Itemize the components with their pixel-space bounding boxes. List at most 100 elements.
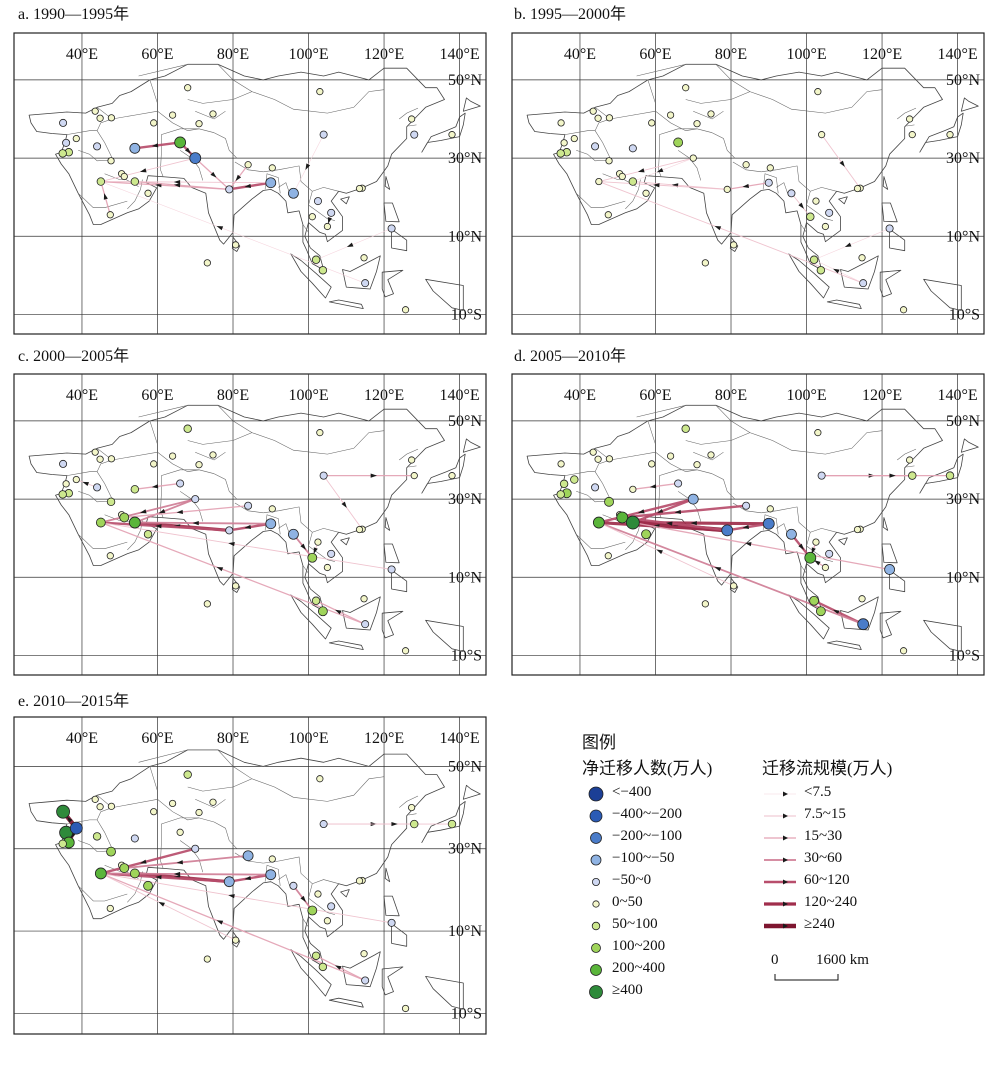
- country-node: [787, 189, 796, 198]
- legend-net-label: <−400: [612, 784, 652, 800]
- country-node: [327, 902, 336, 911]
- coastline: [882, 176, 889, 190]
- legend-net-label: −50~0: [612, 872, 652, 888]
- coastline: [383, 202, 400, 223]
- country-node: [355, 184, 364, 193]
- country-border: [78, 193, 128, 208]
- country-node: [355, 525, 364, 534]
- country-border: [693, 110, 724, 120]
- latitude-label: 10°N: [946, 569, 980, 586]
- flow-line: [100, 181, 366, 284]
- legend-flow-label: 7.5~15: [804, 806, 846, 822]
- country-node: [265, 518, 277, 530]
- flow-arrow: [216, 226, 224, 231]
- country-border: [149, 420, 158, 453]
- flow-arrow: [139, 859, 147, 864]
- country-node: [225, 526, 234, 535]
- country-nodes: [556, 424, 955, 655]
- country-node: [150, 460, 158, 468]
- country-node: [130, 177, 140, 186]
- country-node: [401, 306, 410, 314]
- country-nodes: [58, 424, 456, 655]
- country-node: [821, 222, 830, 231]
- country-border: [66, 471, 90, 476]
- country-node: [119, 512, 130, 523]
- country-border: [647, 79, 656, 112]
- country-border: [399, 107, 419, 120]
- country-border: [89, 107, 113, 131]
- latitude-label: 10°N: [448, 923, 482, 940]
- country-border: [78, 885, 128, 902]
- migration-flows: [598, 134, 890, 284]
- country-border: [408, 465, 417, 468]
- country-border: [308, 532, 336, 562]
- latitude-label: 30°N: [448, 491, 482, 508]
- map-a: 40°E 60°E 80°E 100°E 120°E 140°E 50°N 30°N 10°N 1…: [13, 32, 487, 335]
- country-border: [278, 523, 290, 535]
- country-node: [203, 600, 211, 608]
- legend-symbols: [588, 786, 796, 999]
- country-node: [96, 114, 104, 122]
- country-node: [59, 459, 68, 468]
- country-node: [408, 803, 416, 812]
- coastline: [342, 255, 381, 290]
- country-node: [119, 863, 130, 873]
- country-node: [742, 161, 750, 169]
- latitude-label: 10°N: [448, 228, 482, 245]
- country-border: [636, 64, 883, 114]
- flow-line: [99, 872, 231, 883]
- country-node: [191, 844, 200, 853]
- country-node: [410, 130, 419, 139]
- coastline: [381, 610, 404, 639]
- country-node: [707, 110, 715, 118]
- country-node: [387, 224, 396, 233]
- flow-line: [598, 181, 728, 190]
- longitude-label: 60°E: [141, 387, 173, 404]
- flow-line: [100, 181, 272, 184]
- country-node: [311, 255, 321, 264]
- coastline: [879, 610, 902, 639]
- panel-title-a: a. 1990—1995年: [18, 6, 130, 23]
- flow-arrow: [313, 547, 318, 554]
- country-node: [814, 88, 822, 96]
- flow-line: [133, 521, 272, 525]
- country-border: [78, 534, 128, 549]
- country-node: [307, 552, 318, 563]
- country-border: [138, 405, 385, 455]
- coastline: [923, 619, 962, 652]
- legend-net-symbol: [589, 985, 603, 999]
- country-nodes: [58, 84, 456, 314]
- flow-line: [99, 847, 197, 875]
- flow-arrow: [335, 965, 342, 971]
- country-node: [556, 149, 565, 158]
- longitude-label: 40°E: [564, 387, 596, 404]
- country-border: [161, 469, 215, 476]
- country-node: [94, 867, 107, 880]
- country-node: [812, 538, 820, 546]
- country-node: [311, 951, 321, 960]
- country-border: [161, 817, 215, 825]
- coastline: [526, 404, 943, 612]
- country-node: [701, 259, 709, 267]
- coastline: [421, 453, 466, 494]
- longitude-label: 120°E: [364, 46, 404, 63]
- country-node: [183, 770, 192, 779]
- legend-flow-label: 120~240: [804, 894, 858, 910]
- country-node: [93, 483, 102, 492]
- country-node: [401, 1004, 410, 1013]
- flow-arrow: [335, 609, 342, 615]
- country-node: [72, 475, 80, 484]
- country-border: [278, 182, 290, 194]
- coastline: [826, 640, 862, 650]
- country-node: [604, 211, 612, 219]
- coastline: [290, 594, 332, 640]
- country-node: [815, 606, 826, 617]
- longitude-label: 80°E: [715, 46, 747, 63]
- country-node: [730, 582, 738, 590]
- latitude-label: 50°N: [448, 758, 482, 775]
- flow-arrow: [714, 226, 722, 231]
- flow-line: [99, 872, 272, 876]
- country-node: [323, 917, 332, 925]
- latitude-label: 50°N: [946, 72, 980, 89]
- graticule: 40°E 60°E 80°E 100°E 120°E 140°E 50°N 30°N 10°N 1…: [512, 374, 984, 675]
